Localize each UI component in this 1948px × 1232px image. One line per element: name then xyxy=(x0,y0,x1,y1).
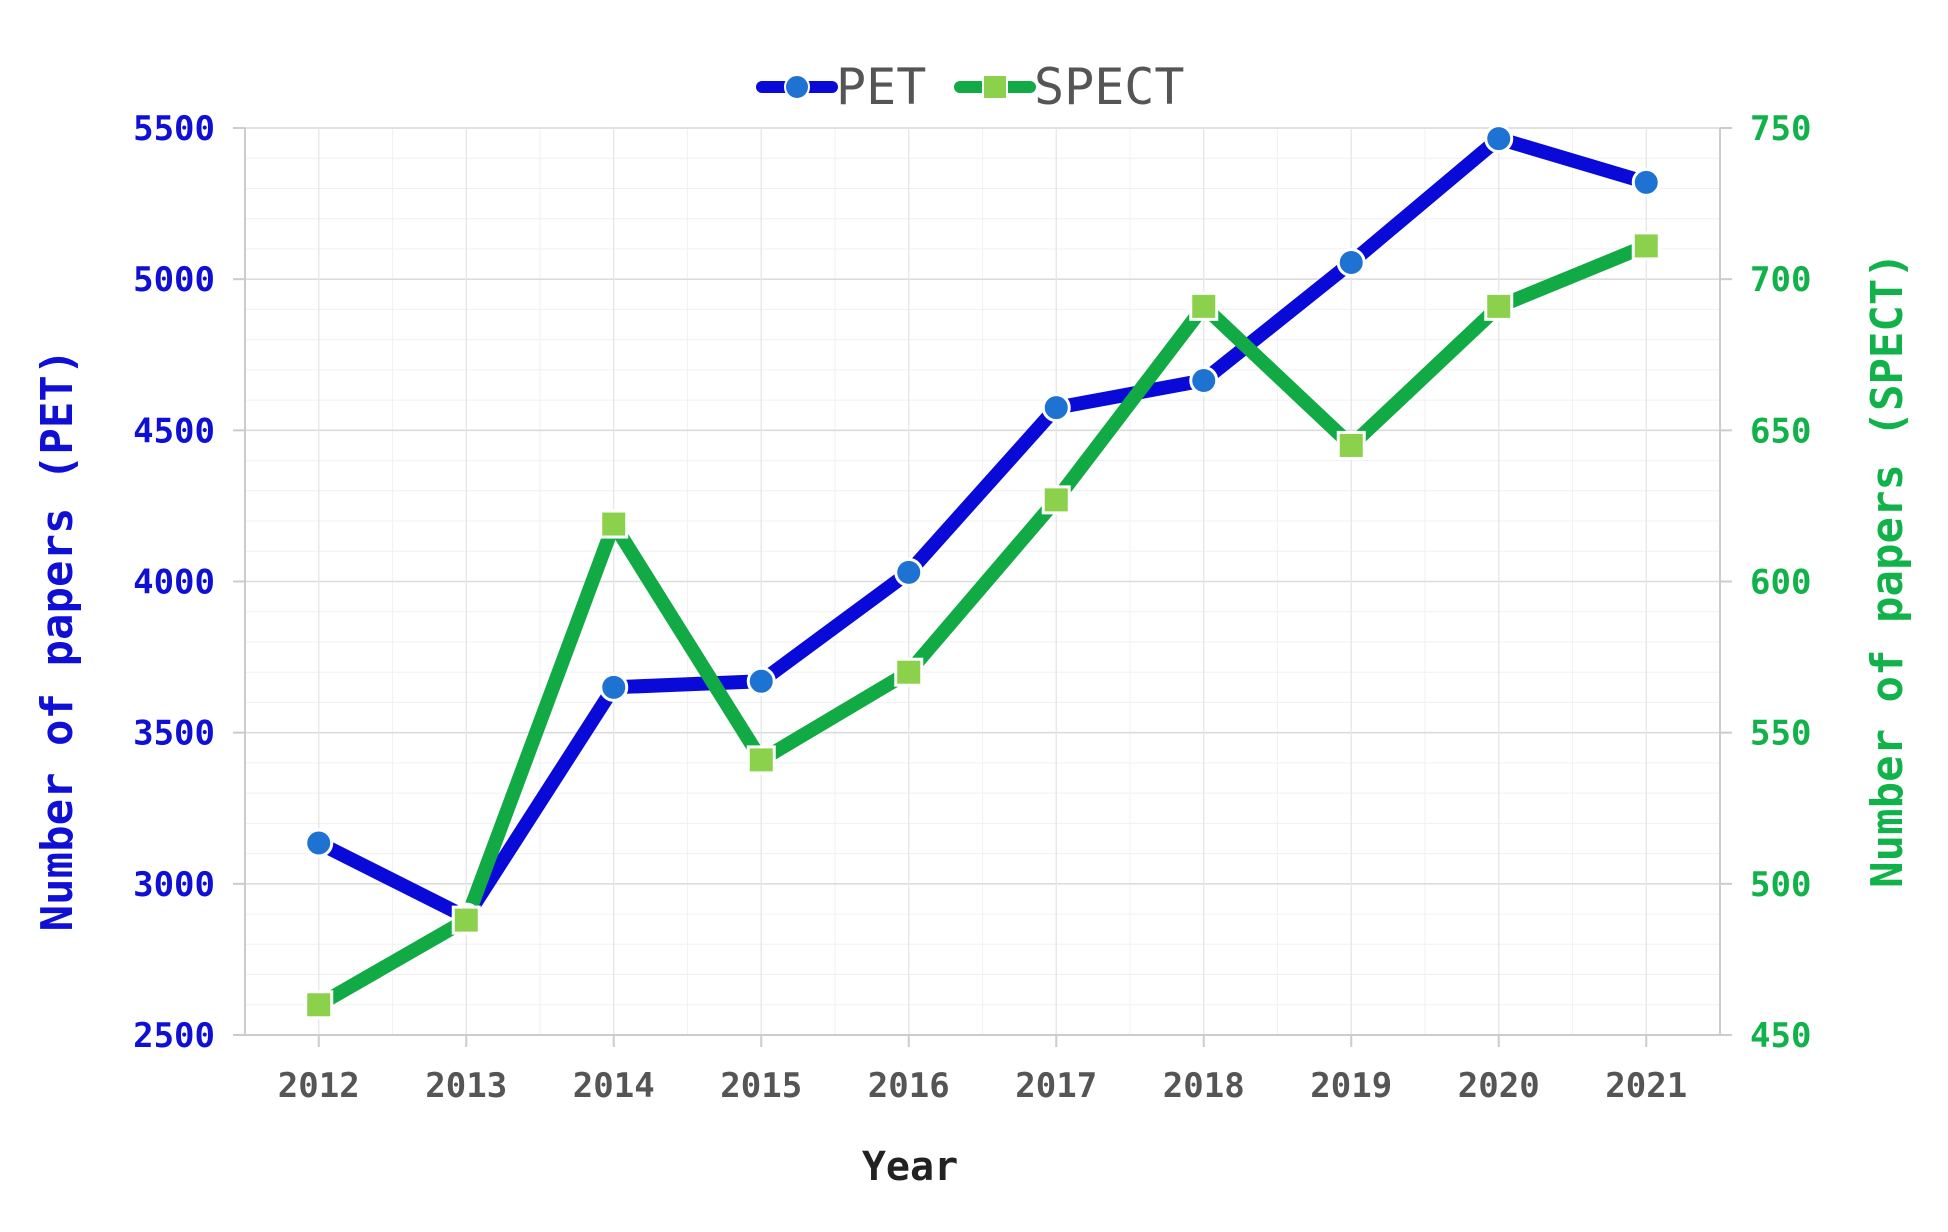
y-left-tick-label: 5500 xyxy=(133,109,215,149)
spect-series-line xyxy=(311,238,1654,1012)
pet-series-line xyxy=(311,131,1654,925)
y-right-tick-label: 600 xyxy=(1750,563,1811,603)
pet-point[interactable] xyxy=(1336,248,1366,278)
y-right-tick-label: 500 xyxy=(1750,865,1811,905)
x-tick-label: 2019 xyxy=(1310,1066,1392,1106)
legend[interactable]: PET SPECT xyxy=(756,58,1185,116)
pet-legend-marker xyxy=(784,74,810,100)
x-axis-title: Year xyxy=(862,1144,958,1190)
y-left-tick-label: 2500 xyxy=(133,1016,215,1056)
y-left-tick-label: 4500 xyxy=(133,411,215,451)
spect-point[interactable] xyxy=(1041,485,1071,515)
pet-point[interactable] xyxy=(1041,393,1071,423)
pet-point[interactable] xyxy=(1631,167,1661,197)
y-left-tick-label: 3500 xyxy=(133,714,215,754)
y-right-tick-label: 550 xyxy=(1750,714,1811,754)
y-right-tick-label: 750 xyxy=(1750,109,1811,149)
x-tick-label: 2020 xyxy=(1458,1066,1540,1106)
x-tick-label: 2018 xyxy=(1163,1066,1245,1106)
pet-point[interactable] xyxy=(746,666,776,696)
y-left-tick-label: 3000 xyxy=(133,865,215,905)
x-tick-label: 2012 xyxy=(278,1066,360,1106)
y-right-tick-label: 650 xyxy=(1750,411,1811,451)
x-tick-label: 2013 xyxy=(425,1066,507,1106)
spect-point[interactable] xyxy=(746,745,776,775)
pet-point[interactable] xyxy=(304,828,334,858)
pet-point[interactable] xyxy=(1484,124,1514,154)
spect-point[interactable] xyxy=(599,509,629,539)
y-right-tick-label: 450 xyxy=(1750,1016,1811,1056)
y-left-tick-label: 5000 xyxy=(133,260,215,300)
y-axis-right-title: Number of papers (SPECT) xyxy=(1862,252,1913,888)
pet-point[interactable] xyxy=(894,557,924,587)
spect-point[interactable] xyxy=(894,657,924,687)
x-tick-label: 2021 xyxy=(1605,1066,1687,1106)
y-left-tick-label: 4000 xyxy=(133,563,215,603)
y-right-tick-label: 700 xyxy=(1750,260,1811,300)
spect-legend-label[interactable]: SPECT xyxy=(1034,58,1185,116)
spect-point[interactable] xyxy=(1484,291,1514,321)
spect-point[interactable] xyxy=(1336,430,1366,460)
y-axis-left-title: Number of papers (PET) xyxy=(32,349,83,932)
pet-point[interactable] xyxy=(1189,365,1219,395)
spect-point[interactable] xyxy=(1189,291,1219,321)
x-tick-label: 2014 xyxy=(573,1066,655,1106)
x-tick-label: 2015 xyxy=(720,1066,802,1106)
spect-point[interactable] xyxy=(451,905,481,935)
x-tick-label: 2016 xyxy=(868,1066,950,1106)
x-tick-label: 2017 xyxy=(1015,1066,1097,1106)
spect-legend-marker xyxy=(982,74,1008,100)
spect-point[interactable] xyxy=(304,990,334,1020)
pet-legend-label[interactable]: PET xyxy=(836,58,926,116)
series xyxy=(304,124,1661,1020)
spect-point[interactable] xyxy=(1631,231,1661,261)
axes: 2500 3000 3500 4000 4500 5000 5500 450 500 550 600… xyxy=(133,109,1811,1106)
pet-point[interactable] xyxy=(599,672,629,702)
